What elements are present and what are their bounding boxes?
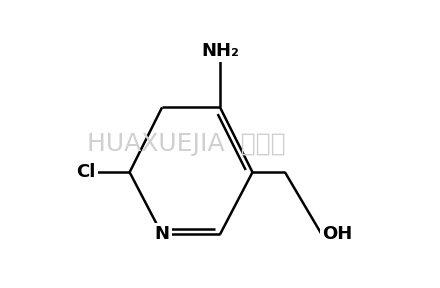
Text: N: N: [154, 226, 169, 243]
Text: HUAXUEJIA  化学加: HUAXUEJIA 化学加: [87, 132, 286, 156]
Text: NH₂: NH₂: [201, 42, 239, 60]
Text: Cl: Cl: [77, 163, 96, 181]
Text: OH: OH: [322, 226, 352, 243]
